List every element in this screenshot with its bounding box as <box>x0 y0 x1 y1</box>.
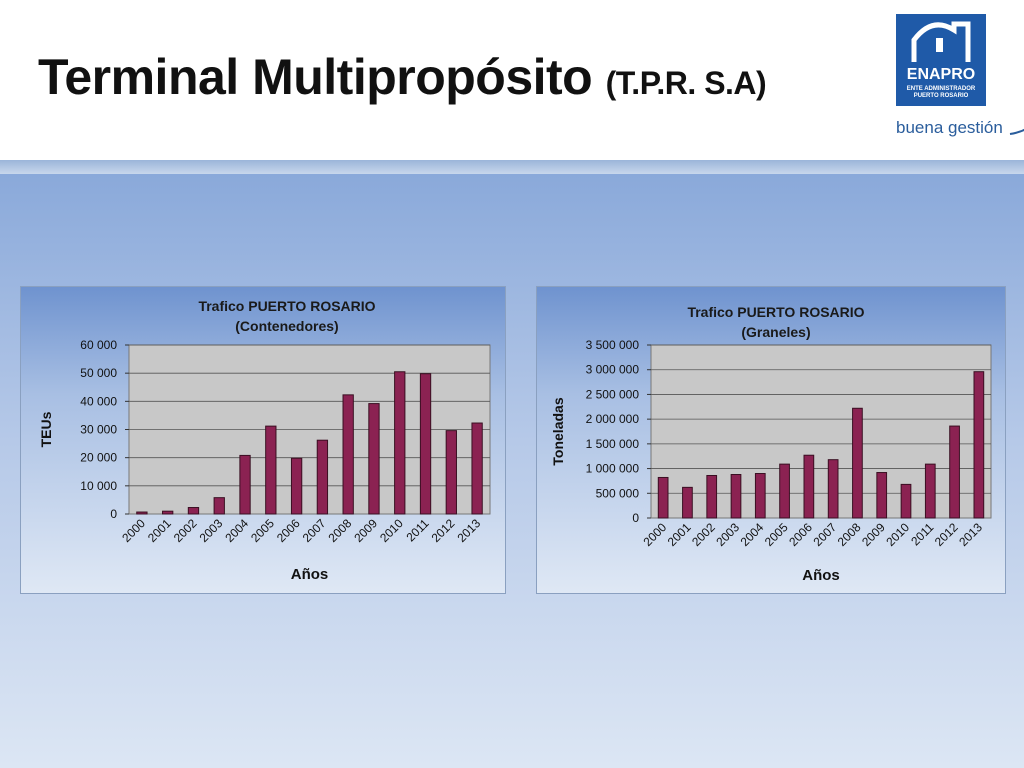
bar-2008 <box>342 394 354 515</box>
logo-line1: ENTE ADMINISTRADOR <box>906 86 976 92</box>
y-axis-label: Toneladas <box>550 397 566 465</box>
y-tick-label: 10 000 <box>80 479 117 493</box>
chart-title: Trafico PUERTO ROSARIO <box>687 304 864 320</box>
x-tick-label: 2005 <box>762 520 791 549</box>
x-tick-label: 2007 <box>810 520 839 549</box>
y-tick-label: 20 000 <box>80 451 117 465</box>
slide-header: Terminal Multipropósito (T.P.R. S.A) ENA… <box>0 0 1024 160</box>
y-tick-label: 500 000 <box>596 486 640 500</box>
y-tick-label: 40 000 <box>80 394 117 408</box>
x-tick-label: 2008 <box>326 516 355 545</box>
bar-2009 <box>368 403 380 515</box>
logo-line2: PUERTO ROSARIO <box>913 93 969 99</box>
x-tick-label: 2011 <box>908 520 936 548</box>
bar-2001 <box>162 510 174 515</box>
x-tick-label: 2002 <box>689 520 718 549</box>
y-tick-label: 2 500 000 <box>586 387 640 401</box>
x-tick-label: 2013 <box>956 520 985 549</box>
title-main: Terminal Multipropósito <box>38 49 593 105</box>
x-tick-label: 2001 <box>145 516 174 545</box>
chart-panel-containers: Trafico PUERTO ROSARIO (Contenedores) 0 10 … <box>20 286 506 594</box>
header-band <box>0 160 1024 174</box>
bar-2011 <box>419 373 432 515</box>
x-tick-label: 2002 <box>171 516 200 545</box>
bar-2006 <box>290 457 303 515</box>
slide-title: Terminal Multipropósito (T.P.R. S.A) <box>38 48 767 106</box>
bar-2003 <box>730 474 742 519</box>
bar-2000 <box>136 511 148 515</box>
building-icon <box>911 21 971 62</box>
x-tick-label: 2010 <box>883 520 912 549</box>
x-axis-label: Años <box>291 566 329 583</box>
bar-2002 <box>187 507 200 515</box>
logo-name: ENAPRO <box>906 66 976 83</box>
title-subtitle: (T.P.R. S.A) <box>605 65 767 101</box>
bar-2007 <box>316 439 329 515</box>
x-tick-label: 2000 <box>640 520 669 549</box>
y-tick-label: 60 000 <box>80 338 117 352</box>
x-tick-label: 2003 <box>713 520 742 549</box>
y-tick-label: 2 000 000 <box>586 412 640 426</box>
y-tick-label: 0 <box>632 511 639 525</box>
y-tick-label: 30 000 <box>80 423 117 437</box>
y-tick-label: 3 000 000 <box>586 363 640 377</box>
chart-panel-bulk: Trafico PUERTO ROSARIO (Graneles) 0 500 000… <box>536 286 1006 594</box>
bar-2008 <box>852 407 863 519</box>
y-tick-label: 50 000 <box>80 366 117 380</box>
x-tick-label: 2006 <box>786 520 815 549</box>
bar-2012 <box>445 430 457 515</box>
bar-2006 <box>803 454 815 519</box>
y-tick-label: 1 000 000 <box>586 462 640 476</box>
plot-area <box>650 344 992 519</box>
x-tick-label: 2006 <box>274 516 303 545</box>
chart-title: Trafico PUERTO ROSARIO <box>198 298 375 314</box>
x-tick-label: 2013 <box>454 516 483 545</box>
x-tick-label: 2004 <box>222 516 251 545</box>
bar-2005 <box>779 463 790 519</box>
x-tick-label: 2004 <box>738 520 767 549</box>
bar-2007 <box>827 459 839 519</box>
x-tick-label: 2009 <box>351 516 380 545</box>
bar-2009 <box>876 472 888 519</box>
y-tick-label: 0 <box>110 507 117 521</box>
x-tick-label: 2005 <box>248 516 277 545</box>
x-tick-label: 2003 <box>197 516 226 545</box>
bar-2013 <box>973 371 985 519</box>
bar-2013 <box>471 422 483 515</box>
x-tick-label: 2009 <box>859 520 888 549</box>
bar-2004 <box>754 473 766 519</box>
logo-tagline: buena gestión <box>896 118 1024 138</box>
bar-2011 <box>924 463 936 519</box>
x-tick-label: 2010 <box>377 516 406 545</box>
y-tick-label: 3 500 000 <box>586 338 640 352</box>
x-tick-label: 2001 <box>665 520 694 549</box>
y-axis-label: TEUs <box>38 411 54 447</box>
enapro-logo: ENAPRO ENTE ADMINISTRADOR PUERTO ROSARIO <box>896 14 986 106</box>
chart-bulk: Trafico PUERTO ROSARIO (Graneles) 0 500 000… <box>550 304 992 584</box>
chart-subtitle: (Graneles) <box>741 324 810 340</box>
swoosh-icon <box>1009 128 1024 135</box>
bar-2005 <box>265 425 277 515</box>
y-tick-label: 1 500 000 <box>586 437 640 451</box>
bar-2010 <box>394 371 406 515</box>
x-tick-label: 2008 <box>835 520 864 549</box>
bar-2010 <box>900 483 912 519</box>
bar-2003 <box>213 497 225 515</box>
x-tick-label: 2012 <box>429 516 458 545</box>
bar-2000 <box>657 476 669 519</box>
x-tick-label: 2000 <box>119 516 148 545</box>
bar-2004 <box>239 454 251 515</box>
x-tick-label: 2011 <box>404 516 432 544</box>
bar-2002 <box>706 474 718 519</box>
x-axis-label: Años <box>802 567 840 584</box>
chart-containers: Trafico PUERTO ROSARIO (Contenedores) 0 10 … <box>38 298 491 583</box>
bar-2012 <box>949 425 960 519</box>
bar-2001 <box>682 486 693 519</box>
x-tick-label: 2012 <box>932 520 961 549</box>
tagline-text: buena gestión <box>896 118 1003 137</box>
chart-subtitle: (Contenedores) <box>235 318 338 334</box>
x-tick-label: 2007 <box>300 516 329 545</box>
